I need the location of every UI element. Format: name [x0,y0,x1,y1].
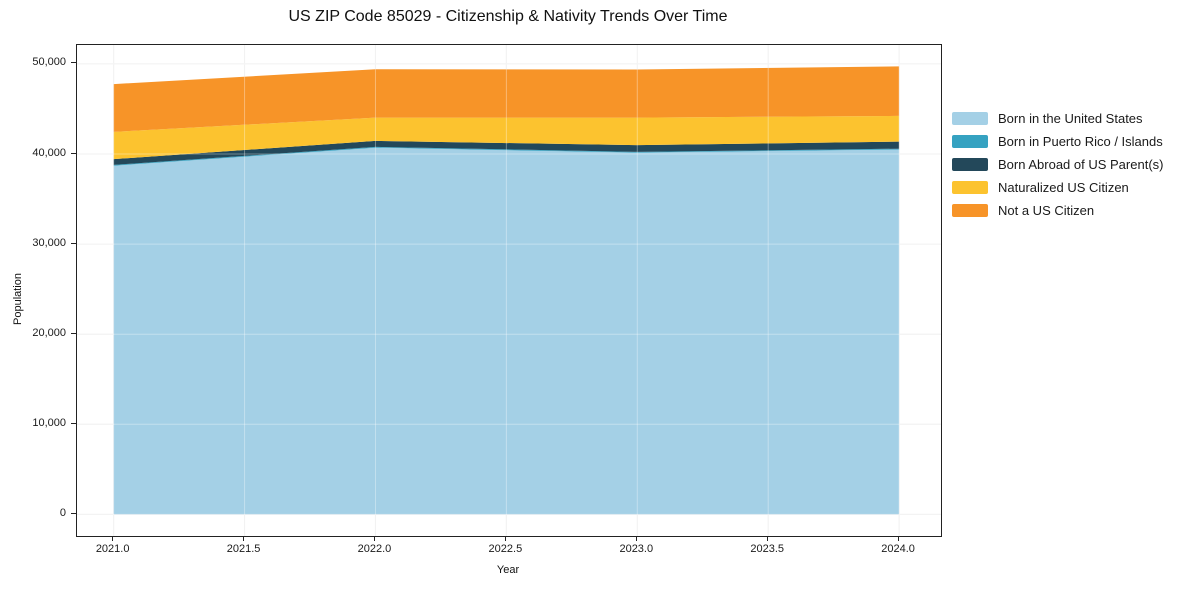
area-series-1 [113,146,900,166]
legend-label: Born Abroad of US Parent(s) [998,157,1164,172]
x-tick-mark [243,536,245,541]
legend-item: Born in the United States [952,107,1163,130]
y-tick-mark [71,422,76,424]
legend-swatch [952,181,988,194]
x-tick-label: 2021.5 [226,543,261,555]
legend-item: Born in Puerto Rico / Islands [952,130,1163,153]
x-tick-mark [112,536,114,541]
y-tick-mark [71,512,76,514]
area-series-4 [113,66,900,132]
x-tick-label: 2022.5 [488,543,523,555]
y-axis-label: Population [12,273,24,325]
x-tick-mark [897,536,899,541]
x-tick-label: 2023.0 [619,543,654,555]
y-tick-mark [71,332,76,334]
legend-item: Naturalized US Citizen [952,176,1163,199]
area-series-3 [113,115,900,160]
legend-label: Born in Puerto Rico / Islands [998,134,1163,149]
legend: Born in the United States Born in Puerto … [952,107,1163,222]
x-tick-label: 2023.5 [750,543,785,555]
legend-item: Not a US Citizen [952,199,1163,222]
x-tick-mark [766,536,768,541]
plot-area [76,44,942,537]
legend-swatch [952,204,988,217]
y-tick-label: 30,000 [32,236,66,249]
stacked-area-chart [77,45,941,536]
x-tick-mark [504,536,506,541]
x-tick-label: 2024.0 [881,543,915,555]
y-tick-mark [71,62,76,64]
legend-label: Not a US Citizen [998,203,1095,218]
x-tick-label: 2021.0 [95,543,130,555]
y-tick-mark [71,152,76,154]
y-tick-label: 20,000 [32,326,66,339]
y-tick-label: 0 [59,506,66,519]
legend-label: Naturalized US Citizen [998,180,1129,195]
y-tick-mark [71,242,76,244]
x-tick-label: 2022.0 [357,543,392,555]
y-tick-label: 10,000 [32,416,66,429]
area-series-2 [113,140,900,165]
legend-swatch [952,112,988,125]
chart-title: US ZIP Code 85029 - Citizenship & Nativi… [288,8,728,25]
legend-label: Born in the United States [998,111,1143,126]
y-tick-label: 40,000 [32,146,66,159]
legend-item: Born Abroad of US Parent(s) [952,153,1163,176]
area-series-0 [113,147,900,515]
x-tick-mark [373,536,375,541]
legend-swatch [952,135,988,148]
x-tick-mark [635,536,637,541]
legend-swatch [952,158,988,171]
y-tick-label: 50,000 [32,56,66,69]
x-axis-label: Year [496,564,520,576]
